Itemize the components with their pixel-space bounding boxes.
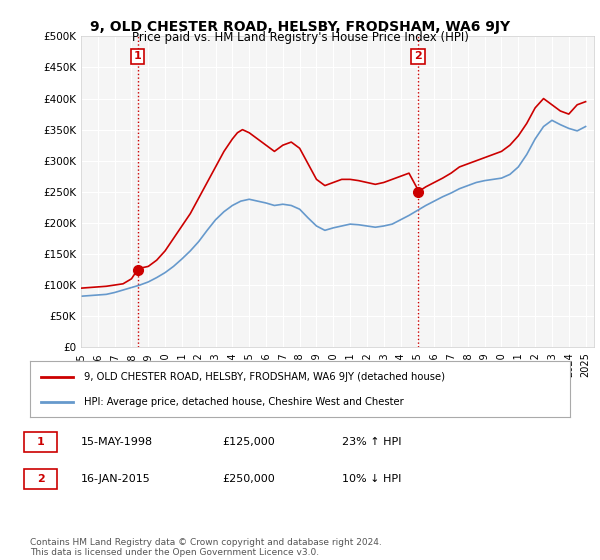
Text: 9, OLD CHESTER ROAD, HELSBY, FRODSHAM, WA6 9JY (detached house): 9, OLD CHESTER ROAD, HELSBY, FRODSHAM, W… [84, 372, 445, 382]
Text: 10% ↓ HPI: 10% ↓ HPI [342, 474, 401, 484]
Text: 2: 2 [414, 52, 422, 61]
Text: 23% ↑ HPI: 23% ↑ HPI [342, 437, 401, 447]
Text: £125,000: £125,000 [222, 437, 275, 447]
Text: 16-JAN-2015: 16-JAN-2015 [81, 474, 151, 484]
Text: 15-MAY-1998: 15-MAY-1998 [81, 437, 153, 447]
Text: Price paid vs. HM Land Registry's House Price Index (HPI): Price paid vs. HM Land Registry's House … [131, 31, 469, 44]
Text: 9, OLD CHESTER ROAD, HELSBY, FRODSHAM, WA6 9JY: 9, OLD CHESTER ROAD, HELSBY, FRODSHAM, W… [90, 20, 510, 34]
Text: HPI: Average price, detached house, Cheshire West and Chester: HPI: Average price, detached house, Ches… [84, 396, 404, 407]
Text: 1: 1 [134, 52, 142, 61]
Text: £250,000: £250,000 [222, 474, 275, 484]
Text: Contains HM Land Registry data © Crown copyright and database right 2024.
This d: Contains HM Land Registry data © Crown c… [30, 538, 382, 557]
Text: 2: 2 [37, 474, 44, 484]
Text: 1: 1 [37, 437, 44, 447]
